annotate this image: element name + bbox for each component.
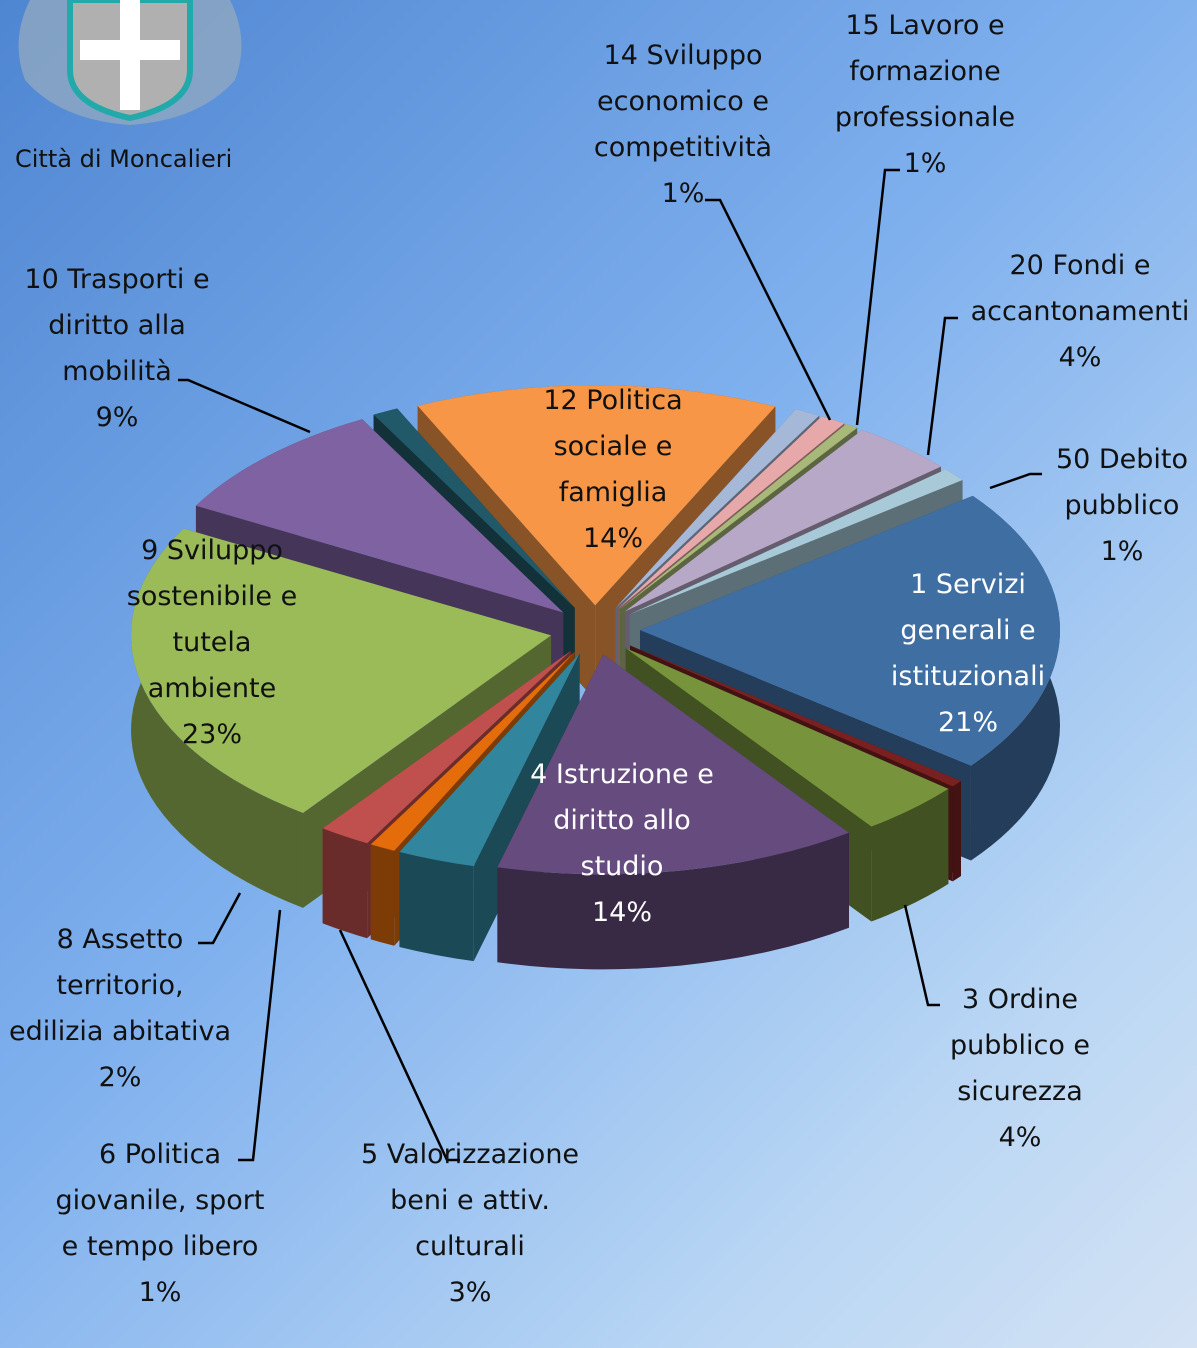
slice-side	[322, 828, 368, 939]
slice	[625, 648, 949, 827]
slice	[131, 528, 552, 813]
slice-name: 12 Politica sociale e famiglia	[543, 385, 683, 508]
slice-name: 15 Lavoro e formazione professionale	[834, 10, 1016, 133]
data-label: 8 Assetto territorio, edilizia abitativa…	[5, 917, 235, 1101]
slice-side	[871, 788, 949, 922]
slice-name: 9 Sviluppo sostenibile e tutela ambiente	[126, 535, 298, 704]
data-label: 9 Sviluppo sostenibile e tutela ambiente…	[107, 528, 317, 758]
slice-value: 2%	[98, 1062, 142, 1093]
slice-name: 14 Sviluppo economico e competitività	[593, 40, 773, 163]
slice-value: 3%	[448, 1277, 492, 1308]
slice	[497, 654, 849, 875]
data-label: 5 Valorizzazione beni e attiv. culturali…	[350, 1132, 590, 1316]
slice-name: 8 Assetto territorio, edilizia abitativa	[9, 924, 231, 1047]
slice	[629, 469, 963, 615]
slice-value: 1%	[661, 178, 705, 209]
slice-name: 20 Fondi e accantonamenti	[970, 250, 1190, 327]
data-label: 12 Politica sociale e famiglia 14%	[518, 378, 708, 562]
data-label: 20 Fondi e accantonamenti 4%	[964, 243, 1196, 381]
slice-value: 4%	[1058, 342, 1102, 373]
slice	[373, 408, 575, 608]
slice-value: 1%	[138, 1277, 182, 1308]
slice-value: 23%	[181, 719, 242, 750]
pie	[131, 385, 1060, 970]
logo	[18, 0, 242, 125]
slice	[195, 419, 564, 613]
slice-value: 1%	[1100, 536, 1144, 567]
slice-side	[399, 851, 474, 962]
slice	[370, 652, 575, 851]
data-label: 1 Servizi generali e istituzionali 21%	[868, 562, 1068, 746]
data-label: 50 Debito pubblico 1%	[1047, 437, 1197, 575]
slice	[630, 645, 961, 787]
leader-lines	[178, 168, 1042, 1162]
slice-name: 10 Trasporti e diritto alla mobilità	[24, 264, 210, 387]
slice-value: 4%	[998, 1122, 1042, 1153]
data-label: 3 Ordine pubblico e sicurezza 4%	[920, 977, 1120, 1161]
slice-value: 9%	[95, 402, 139, 433]
slice-side	[370, 844, 395, 946]
slice-value: 1%	[903, 148, 947, 179]
slice-name: 1 Servizi generali e istituzionali	[890, 569, 1046, 692]
slice-side	[497, 832, 849, 970]
slice-value: 21%	[937, 707, 998, 738]
slice-name: 5 Valorizzazione beni e attiv. culturali	[360, 1139, 580, 1262]
data-label: 6 Politica giovanile, sport e tempo libe…	[45, 1132, 275, 1316]
slice-name: 4 Istruzione e diritto allo studio	[530, 759, 714, 882]
slice	[624, 429, 941, 612]
slice-value: 14%	[582, 523, 643, 554]
slice-value: 14%	[591, 897, 652, 928]
slice-side	[952, 780, 961, 882]
data-label: 14 Sviluppo economico e competitività 1%	[576, 33, 791, 217]
slice	[618, 416, 845, 609]
data-label: 4 Istruzione e diritto allo studio 14%	[512, 752, 732, 936]
data-label: 10 Trasporti e diritto alla mobilità 9%	[0, 257, 237, 441]
slice	[399, 653, 580, 867]
slice-name: 50 Debito pubblico	[1055, 444, 1189, 521]
slice	[619, 424, 858, 610]
slice	[417, 385, 776, 606]
slice	[639, 495, 1060, 766]
logo-caption: Città di Moncalieri	[15, 145, 233, 173]
slice	[322, 650, 571, 844]
slice	[615, 409, 820, 608]
slice-name: 6 Politica giovanile, sport e tempo libe…	[55, 1139, 265, 1262]
slice-name: 3 Ordine pubblico e sicurezza	[949, 984, 1091, 1107]
data-label: 15 Lavoro e formazione professionale 1%	[815, 3, 1035, 187]
